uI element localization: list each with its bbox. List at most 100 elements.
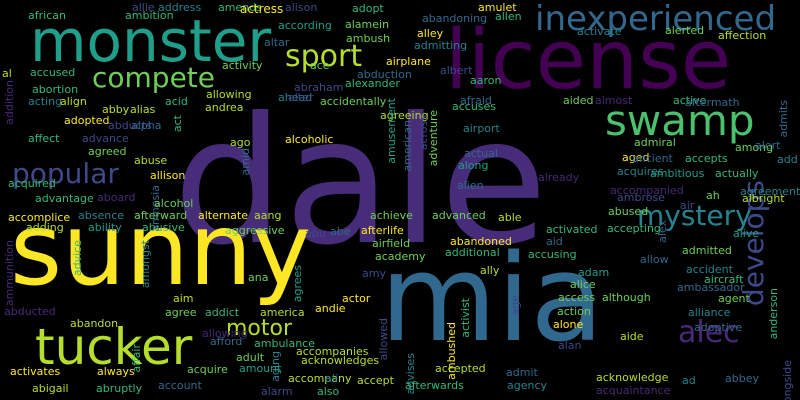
word-ability: ability [88,221,122,234]
word-allie: allie [132,1,155,14]
word-ah: ah [706,189,720,202]
word-amid: amid [239,148,252,176]
word-although: although [602,291,651,304]
word-address: address [158,1,202,14]
word-alexander: alexander [345,77,400,90]
word-accidentally: accidentally [320,95,387,108]
word-aide: aide [620,330,644,343]
word-alison: alison [285,1,318,14]
word-addict: addict [205,306,240,319]
word-adoptive: adoptive [694,321,743,334]
word-abducts: abducts [108,119,152,132]
word-already: already [538,171,580,184]
word-activated: activated [546,223,598,236]
word-align: align [60,95,87,108]
word-mia: mia [380,230,604,369]
word-aaron: aaron [470,74,502,87]
word-acknowledges: acknowledges [301,354,380,367]
word-accompanies: accompanies [296,345,369,358]
word-ambassador: ambassador [677,281,745,294]
word-inexperienced: inexperienced [535,0,777,39]
word-air: air [680,199,695,212]
word-amy: amy [362,267,386,280]
word-accusing: accusing [528,248,577,261]
word-monster: monster [30,7,272,75]
word-adult: adult [236,351,265,364]
word-amongst: amongst [139,240,152,289]
word-albert: albert [440,64,473,77]
word-accept: accept [357,374,394,387]
word-accepting: accepting [607,222,661,235]
word-abandon: abandon [70,317,119,330]
word-aim: aim [173,292,194,305]
word-admiral: admiral [634,136,676,149]
word-afterward: afterward [134,209,188,222]
word-amulet: amulet [478,1,517,14]
word-alice: alice [570,278,596,291]
word-abigail: abigail [32,382,69,395]
word-acquires: acquires [617,165,664,178]
word-aid: aid [546,235,563,248]
word-amount: amount [239,362,282,375]
word-ancient: ancient [632,152,673,165]
word-abruptly: abruptly [96,382,143,395]
word-alarm: alarm [261,385,293,398]
word-afterlife: afterlife [361,224,404,237]
word-agree: agree [165,306,197,319]
word-abraham: abraham [294,81,344,94]
word-advice: advice [71,240,84,277]
word-agreed: agreed [88,145,127,158]
word-also: also [317,385,340,398]
word-swamp: swamp [605,96,755,145]
word-active: active [673,94,707,107]
word-affect: affect [28,132,60,145]
word-andie: andie [315,302,346,315]
word-admits: admits [777,100,790,138]
word-agreement: agreement [740,185,800,198]
word-accuses: accuses [452,100,497,113]
word-accompany: accompany [288,372,352,385]
word-dale: dale [173,81,548,284]
word-ambition: ambition [125,9,174,22]
word-alerted: alerted [665,24,705,37]
word-ambitious: ambitious [650,167,705,180]
word-alive: alive [733,227,760,240]
word-abusive: abusive [142,221,185,234]
word-abandoning: abandoning [422,12,488,25]
word-al: al [2,67,12,80]
word-abused: abused [608,205,649,218]
word-accepted: accepted [435,362,486,375]
word-access: access [558,291,596,304]
word-actually: actually [715,167,759,180]
word-according: according [278,19,332,32]
word-acquaintance: acquaintance [596,384,671,397]
word-adopted: adopted [64,114,110,127]
word-accused: accused [30,66,76,79]
word-alamein: alamein [345,18,390,31]
word-acting: acting [28,95,63,108]
word-alley: alley [417,27,444,40]
word-activate: activate [577,25,622,38]
word-accident: accident [686,263,733,276]
word-admitted: admitted [682,244,732,257]
word-ammunition: ammunition [3,240,16,307]
word-amusement: amusement [385,98,398,164]
word-advance: advance [82,132,129,145]
word-alien: alien [457,179,484,192]
word-alter: alter [288,91,314,104]
word-accomplice: accomplice [8,211,71,224]
word-among: among [735,141,774,154]
word-account: account [158,379,202,392]
word-allow: allow [640,253,669,266]
word-additional: additional [445,246,500,259]
word-alone: alone [553,318,584,331]
word-along: along [458,159,489,172]
word-acid: acid [165,95,188,108]
word-actor: actor [342,292,371,305]
word-abortion: abortion [32,83,79,96]
word-age: age [509,295,522,316]
word-abbey: abbey [725,372,759,385]
word-alternate: alternate [198,209,248,222]
word-ali: ali [325,372,338,385]
